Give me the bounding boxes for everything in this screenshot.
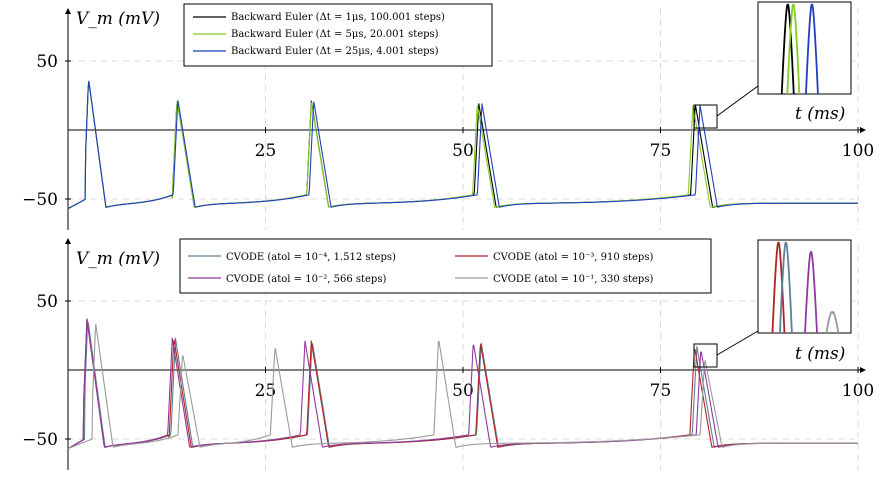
series-line <box>67 323 858 450</box>
legend-label: CVODE (atol = 10⁻², 566 steps) <box>226 274 386 285</box>
axes: 25 50 75 100 50 −50 <box>22 238 874 470</box>
inset-peak-line <box>780 3 795 95</box>
inset-box <box>757 1 852 95</box>
inset-plot <box>757 1 852 95</box>
inset-peak-line <box>825 311 840 334</box>
y-tick-label: −50 <box>22 190 58 210</box>
x-tick-label: 75 <box>650 141 672 161</box>
legend: Backward Euler (Δt = 1μs, 100.001 steps)… <box>183 3 493 67</box>
x-axis-arrow <box>860 367 866 373</box>
x-tick-label: 25 <box>255 141 277 161</box>
y-axis-arrow <box>65 238 71 244</box>
legend-box <box>179 238 712 294</box>
legend-entry: CVODE (atol = 10⁻², 566 steps) <box>188 274 386 285</box>
zoom-box <box>693 343 718 368</box>
y-axis-label: V_m (mV) <box>76 249 160 269</box>
inset-plot <box>757 239 852 334</box>
inset-peak-line <box>805 3 819 95</box>
legend-label: Backward Euler (Δt = 25μs, 4.001 steps) <box>231 46 439 57</box>
y-axis-arrow <box>65 8 71 14</box>
x-tick-label: 100 <box>842 141 874 161</box>
x-tick-label: 100 <box>842 381 874 401</box>
legend-entry: CVODE (atol = 10⁻¹, 330 steps) <box>455 274 653 285</box>
x-tick-label: 50 <box>452 381 474 401</box>
y-axis-label: V_m (mV) <box>76 9 160 29</box>
legend-entry: CVODE (atol = 10⁻⁴, 1.512 steps) <box>188 252 396 263</box>
zoom-connector <box>716 85 759 117</box>
legend-entry: Backward Euler (Δt = 25μs, 4.001 steps) <box>193 46 439 57</box>
zoom-region <box>693 85 759 129</box>
y-tick-label: 50 <box>36 292 58 312</box>
x-axis-label: t (ms) <box>795 344 845 364</box>
legend-entry: Backward Euler (Δt = 5μs, 20.001 steps) <box>193 29 439 40</box>
y-tick-label: 50 <box>36 52 58 72</box>
x-tick-label: 25 <box>255 381 277 401</box>
legend-label: CVODE (atol = 10⁻⁴, 1.512 steps) <box>226 252 396 263</box>
legend-entry: Backward Euler (Δt = 1μs, 100.001 steps) <box>193 12 445 23</box>
legend-entry: CVODE (atol = 10⁻³, 910 steps) <box>455 252 653 263</box>
zoom-region <box>693 330 759 368</box>
x-tick-label: 75 <box>650 381 672 401</box>
axes: 25 50 75 100 50 −50 <box>22 8 874 230</box>
zoom-box <box>693 104 718 129</box>
inset-peak-line <box>786 3 801 95</box>
x-axis-arrow <box>860 127 866 133</box>
legend-label: Backward Euler (Δt = 5μs, 20.001 steps) <box>231 29 439 40</box>
inset-box <box>757 239 852 334</box>
series-group <box>67 318 858 450</box>
legend-label: CVODE (atol = 10⁻¹, 330 steps) <box>493 274 653 285</box>
bottom-chart: 25 50 75 100 50 −50 V_m (mV) t (ms) CVODE (at… <box>22 238 874 470</box>
top-chart: 25 50 75 100 50 −50 V_m (mV) t (ms) Backward … <box>22 1 874 230</box>
legend-label: CVODE (atol = 10⁻³, 910 steps) <box>493 252 653 263</box>
inset-peak-line <box>804 251 818 334</box>
series-group <box>67 80 858 210</box>
zoom-connector <box>716 330 759 356</box>
x-axis-label: t (ms) <box>795 104 845 124</box>
series-line <box>67 80 858 210</box>
y-tick-label: −50 <box>22 430 58 450</box>
legend: CVODE (atol = 10⁻⁴, 1.512 steps) CVODE (… <box>179 238 712 294</box>
x-tick-label: 50 <box>452 141 474 161</box>
legend-label: Backward Euler (Δt = 1μs, 100.001 steps) <box>231 12 445 23</box>
inset-peak-line <box>779 241 793 334</box>
legend-box <box>183 3 493 67</box>
